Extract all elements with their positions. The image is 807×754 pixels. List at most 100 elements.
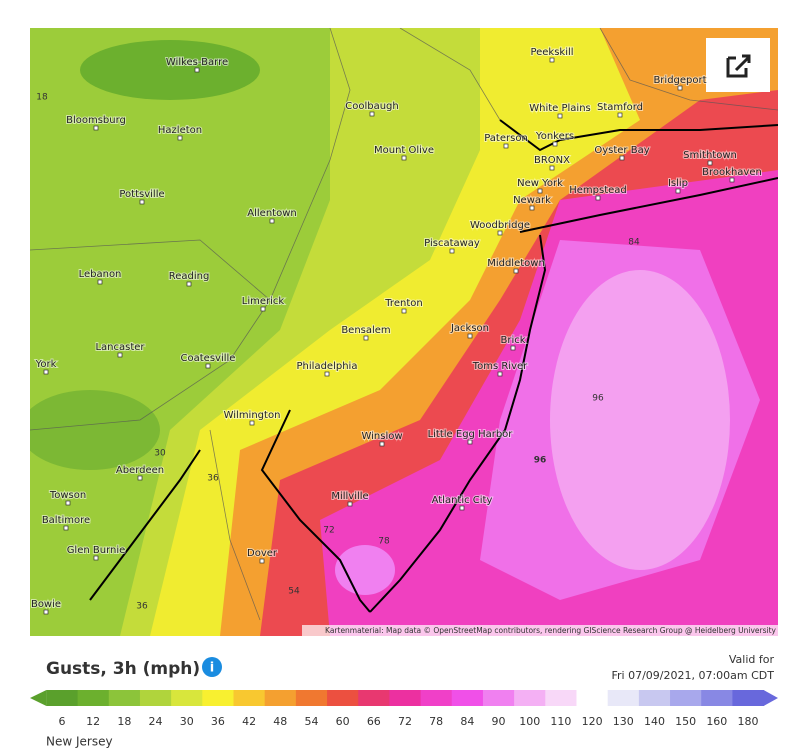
contour-label: 30 <box>154 449 166 459</box>
city-label: Baltimore <box>42 515 90 526</box>
city-dot <box>369 111 375 117</box>
colorbar-tick-label: 48 <box>273 715 287 728</box>
legend-title: Gusts, 3h (mph) <box>46 659 200 679</box>
city-dot <box>449 248 455 254</box>
city-dot <box>510 345 516 351</box>
city-dot <box>324 371 330 377</box>
city-dot <box>619 155 625 161</box>
city-label: Little Egg Harbor <box>428 429 514 440</box>
colorbar-segment <box>358 690 390 706</box>
city-dot <box>205 363 211 369</box>
city-label: Smithtown <box>683 150 737 161</box>
city-dot <box>401 155 407 161</box>
city-label: Islip <box>668 178 688 189</box>
colorbar-segment <box>514 690 546 706</box>
city-label: Paterson <box>484 133 528 144</box>
colorbar-tick-label: 54 <box>304 715 318 728</box>
city-label: Coolbaugh <box>345 101 399 112</box>
city-dot <box>677 85 683 91</box>
map[interactable] <box>20 28 778 636</box>
city-dot <box>497 371 503 377</box>
city-label: Lebanon <box>79 269 122 280</box>
colorbar-tick-label: 180 <box>738 715 759 728</box>
colorbar-segment <box>701 690 733 706</box>
city-dot <box>177 135 183 141</box>
colorbar-tick-label: 6 <box>59 715 66 728</box>
city-label: BRONX <box>534 155 570 166</box>
colorbar-arrow-right <box>763 690 778 706</box>
city-label: York <box>35 359 57 370</box>
city-label: Bowie <box>31 599 61 610</box>
city-dot <box>137 475 143 481</box>
city-dot <box>595 195 601 201</box>
colorbar-tick-label: 66 <box>367 715 381 728</box>
colorbar-segment <box>46 690 79 706</box>
city-label: Millville <box>331 491 368 502</box>
city-dot <box>186 281 192 287</box>
valid-label: Valid for <box>729 653 775 666</box>
colorbar-segment <box>108 690 141 706</box>
contour-label: 18 <box>36 93 48 103</box>
city-label: Wilmington <box>224 410 281 421</box>
city-dot <box>557 113 563 119</box>
colorbar-tick-label: 60 <box>336 715 350 728</box>
colorbar-segment <box>264 690 297 706</box>
colorbar-tick-label: 36 <box>211 715 225 728</box>
city-dot <box>194 67 200 73</box>
city-label: Hempstead <box>569 185 627 196</box>
city-dot <box>675 188 681 194</box>
city-label: Towson <box>49 490 86 501</box>
region-label: New Jersey <box>46 735 113 749</box>
city-dot <box>552 141 558 147</box>
city-dot <box>467 333 473 339</box>
city-dot <box>707 160 713 166</box>
city-label: Bridgeport <box>653 75 706 86</box>
colorbar: 6 12 18 24 30 36 42 48 54 60 66 72 78 84 90 100 110 120 13… <box>30 690 778 728</box>
city-dot <box>363 335 369 341</box>
colorbar-segment <box>607 690 640 706</box>
colorbar-segment <box>202 690 234 706</box>
colorbar-tick-label: 30 <box>180 715 194 728</box>
city-dot <box>260 306 266 312</box>
city-dot <box>139 199 145 205</box>
contour-label: 36 <box>136 602 148 612</box>
contour-label: 54 <box>288 587 300 597</box>
city-dot <box>249 420 255 426</box>
city-label: Middletown <box>487 258 545 269</box>
city-dot <box>617 112 623 118</box>
city-label: Coatesville <box>181 353 236 364</box>
attribution: Kartenmaterial: Map data © OpenStreetMap… <box>325 626 777 635</box>
city-dot <box>459 505 465 511</box>
city-label: Dover <box>247 548 278 559</box>
city-dot <box>401 308 407 314</box>
colorbar-segment <box>327 690 359 706</box>
city-dot <box>549 165 555 171</box>
city-label: Winslow <box>361 431 402 442</box>
city-label: Brick <box>500 335 525 346</box>
share-button[interactable] <box>706 38 770 92</box>
colorbar-segment <box>670 690 702 706</box>
colorbar-segment <box>732 690 765 706</box>
city-label: Allentown <box>247 208 296 219</box>
svg-text:i: i <box>210 661 214 676</box>
city-label: Yonkers <box>535 131 574 142</box>
colorbar-tick-label: 130 <box>613 715 634 728</box>
city-dot <box>43 609 49 615</box>
city-dot <box>529 205 535 211</box>
colorbar-tick-label: 12 <box>86 715 100 728</box>
city-dot <box>93 125 99 131</box>
info-icon[interactable]: i <box>202 657 222 677</box>
attribution-bg <box>302 625 778 636</box>
city-label: Bensalem <box>341 325 390 336</box>
colorbar-segment <box>139 690 172 706</box>
city-dot <box>65 500 71 506</box>
contour-label: 78 <box>378 537 390 547</box>
city-dot <box>549 57 555 63</box>
city-label: Oyster Bay <box>594 145 649 156</box>
colorbar-tick-label: 120 <box>582 715 603 728</box>
colorbar-segment <box>389 690 422 706</box>
city-label: Stamford <box>597 102 643 113</box>
city-label: New York <box>517 178 563 189</box>
contour-label: 72 <box>323 526 334 536</box>
colorbar-tick-label: 72 <box>398 715 412 728</box>
